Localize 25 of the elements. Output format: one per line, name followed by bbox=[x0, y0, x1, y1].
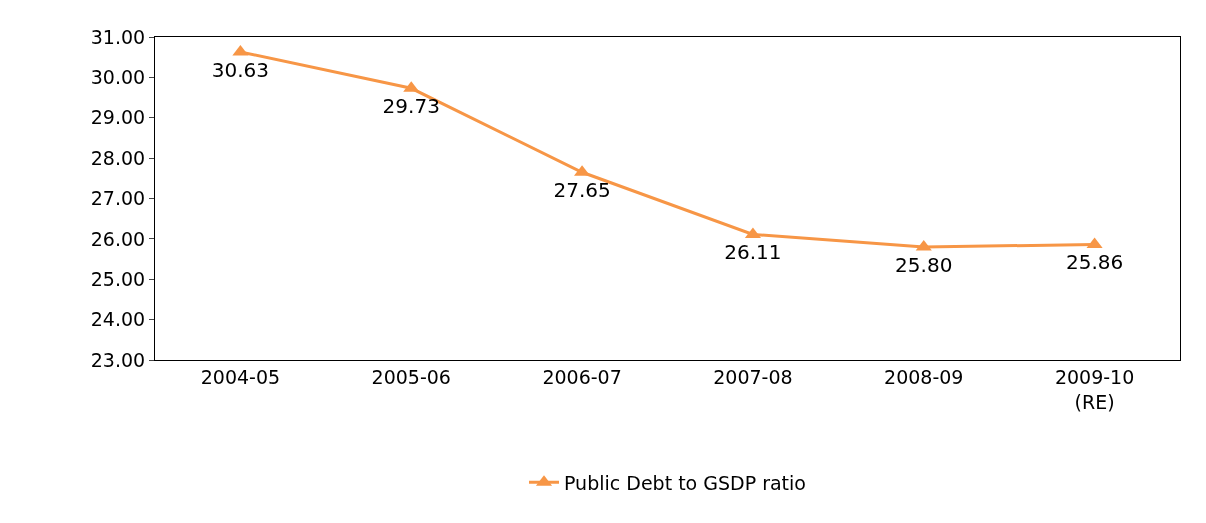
x-tick-label: 2007-08 bbox=[713, 365, 793, 388]
x-tick-label: 2006-07 bbox=[542, 365, 622, 388]
x-tick-label: 2008-09 bbox=[884, 365, 964, 388]
data-label: 29.73 bbox=[382, 94, 440, 119]
y-tick-label: 30.00 bbox=[90, 66, 146, 89]
data-label: 30.63 bbox=[211, 57, 270, 82]
y-tick-label: 31.00 bbox=[90, 25, 146, 48]
y-tick-label: 29.00 bbox=[90, 106, 146, 129]
y-tick-label: 24.00 bbox=[90, 308, 146, 331]
x-tick-label: 2009-10 (RE) bbox=[1054, 365, 1135, 413]
point bbox=[915, 239, 932, 251]
y-tick-label: 27.00 bbox=[90, 187, 146, 210]
x-tick-label: 2004-05 bbox=[200, 365, 281, 388]
y-tick-label: 25.00 bbox=[90, 267, 146, 290]
y-tick-label: 23.00 bbox=[90, 348, 146, 371]
legend-label: Public Debt to GSDP ratio bbox=[564, 471, 806, 494]
point bbox=[232, 44, 249, 56]
point bbox=[1086, 237, 1103, 249]
data-label: 25.86 bbox=[1065, 250, 1124, 275]
data-label: 26.11 bbox=[724, 240, 782, 265]
x-tick-label: 2005-06 bbox=[371, 365, 451, 388]
y-tick-label: 26.00 bbox=[90, 227, 146, 250]
data-label: 27.65 bbox=[553, 178, 611, 203]
data-label: 25.80 bbox=[895, 252, 953, 277]
y-tick-label: 28.00 bbox=[90, 146, 146, 169]
